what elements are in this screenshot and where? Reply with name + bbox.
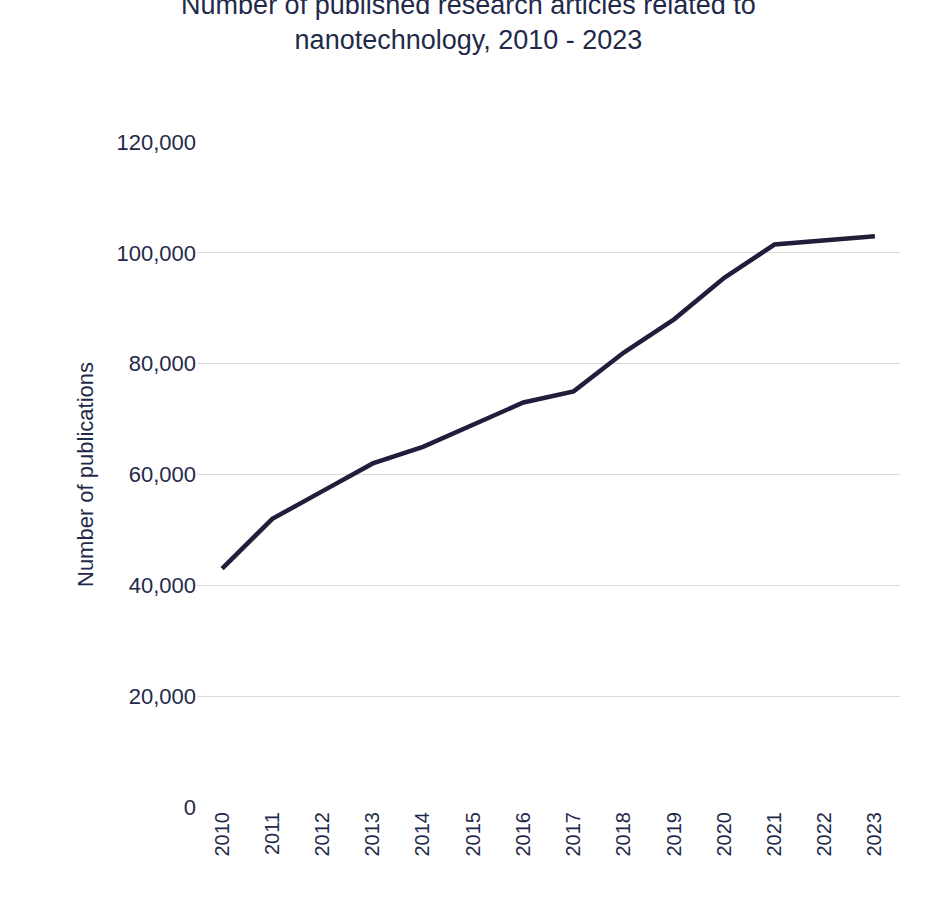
svg-text:Number of published research a: Number of published research articles re…	[181, 0, 756, 55]
svg-text:2018: 2018	[612, 812, 634, 857]
svg-text:2023: 2023	[863, 812, 885, 857]
svg-text:120,000: 120,000	[116, 130, 196, 155]
svg-text:2013: 2013	[361, 812, 383, 857]
svg-text:2011: 2011	[261, 812, 283, 855]
svg-text:100,000: 100,000	[116, 241, 196, 266]
svg-text:80,000: 80,000	[129, 351, 196, 376]
svg-text:2014: 2014	[411, 812, 433, 857]
svg-text:2021: 2021	[763, 812, 785, 857]
svg-text:0: 0	[184, 795, 196, 820]
svg-text:2012: 2012	[311, 812, 333, 857]
svg-text:2016: 2016	[512, 812, 534, 857]
svg-text:Number of publications: Number of publications	[73, 362, 98, 587]
svg-text:2019: 2019	[663, 812, 685, 857]
svg-text:2020: 2020	[713, 812, 735, 857]
svg-text:2015: 2015	[462, 812, 484, 857]
svg-text:40,000: 40,000	[129, 573, 196, 598]
svg-text:2022: 2022	[813, 812, 835, 857]
svg-text:2017: 2017	[562, 812, 584, 857]
svg-text:2010: 2010	[211, 812, 233, 857]
svg-text:60,000: 60,000	[129, 462, 196, 487]
svg-text:20,000: 20,000	[129, 684, 196, 709]
